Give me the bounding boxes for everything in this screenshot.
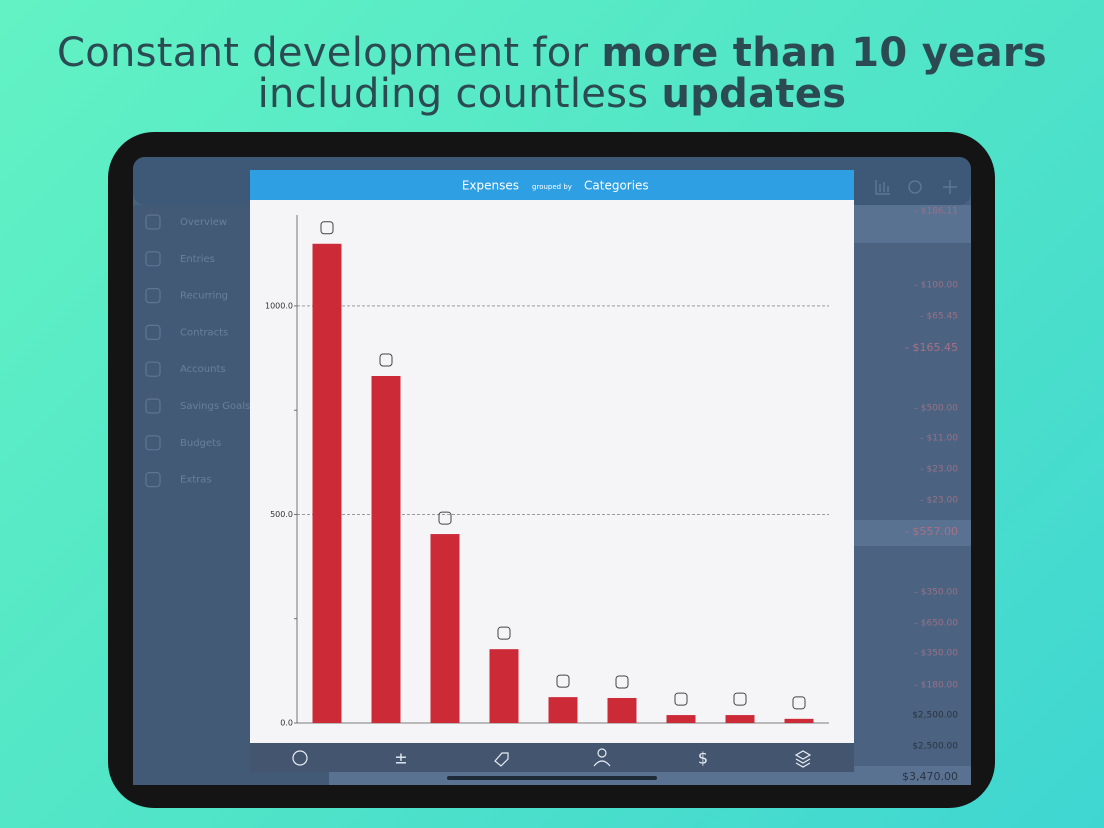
toolbar-icon[interactable] (593, 760, 611, 767)
category-icon (792, 696, 806, 710)
amount: - $350.00 (915, 649, 959, 659)
sidebar-icon (145, 214, 161, 230)
sidebar-icon (145, 361, 161, 377)
category-icon (733, 692, 747, 706)
toolbar-icons (292, 748, 812, 768)
amount: - $650.00 (915, 619, 959, 629)
toolbar-icon[interactable] (597, 748, 607, 758)
amount: - $500.00 (915, 404, 959, 414)
sidebar-item[interactable]: Extras (180, 475, 212, 486)
bar (725, 715, 755, 723)
amount: - $350.00 (915, 588, 959, 598)
amount: $2,500.00 (912, 742, 958, 752)
modal-title: Expenses (462, 179, 519, 193)
sidebar-item[interactable]: Savings Goals (180, 401, 250, 412)
headline-text: including countless (257, 71, 649, 117)
modal-header (250, 170, 854, 200)
amount: - $165.45 (905, 341, 958, 354)
toolbar-icon[interactable] (494, 752, 509, 767)
sidebar-icon (145, 324, 161, 340)
category-icon (674, 692, 688, 706)
amount: $2,500.00 (912, 711, 958, 721)
headline-bold: more than 10 years (601, 30, 1047, 76)
category-icon (497, 626, 511, 640)
sidebar-icon (145, 435, 161, 451)
modal-title: Categories (584, 179, 649, 193)
y-tick-label: 500.0 (270, 510, 293, 519)
category-icon (615, 675, 629, 689)
headline-line: Constant development for more than 10 ye… (0, 32, 1104, 74)
bar (548, 697, 578, 723)
sidebar-icon (145, 472, 161, 488)
headline-text: Constant development for (57, 30, 589, 76)
modal (250, 170, 854, 772)
top-icons (875, 180, 957, 195)
sidebar-item[interactable]: Recurring (180, 291, 228, 302)
bar (430, 534, 460, 723)
toolbar-button[interactable]: $ (698, 749, 708, 768)
bar (312, 243, 342, 723)
sidebar-item[interactable]: Accounts (180, 364, 226, 375)
amount: - $23.00 (920, 465, 958, 475)
category-icon (379, 353, 393, 367)
toolbar-button[interactable]: ± (394, 749, 407, 768)
amount: - $11.00 (920, 434, 958, 444)
bar (489, 649, 519, 723)
bar (666, 715, 696, 723)
headline-line: including countless updates (0, 73, 1104, 115)
amount: - $186.11 (915, 207, 958, 217)
bar (607, 697, 637, 723)
sidebar-icons (145, 214, 161, 488)
amount: - $180.00 (915, 681, 959, 691)
amount: - $23.00 (920, 496, 958, 506)
y-tick-label: 0.0 (280, 719, 293, 728)
toolbar (250, 743, 854, 772)
sidebar-icon (145, 288, 161, 304)
amount: - $65.45 (920, 312, 958, 322)
sidebar-item[interactable]: Entries (180, 254, 215, 265)
home-indicator (447, 776, 657, 780)
amount: $3,470.00 (902, 770, 958, 783)
sidebar-icon (145, 251, 161, 267)
modal-subtitle: grouped by (532, 183, 572, 191)
toolbar-icon[interactable] (794, 750, 812, 768)
toolbar-icon[interactable] (292, 750, 308, 766)
amount: - $100.00 (915, 281, 959, 291)
chart: 0.0 500.0 1000.0 (265, 215, 829, 728)
headline-bold: updates (661, 71, 847, 117)
y-tick-label: 1000.0 (265, 301, 293, 310)
amount: - $557.00 (905, 525, 958, 538)
category-icon (438, 511, 452, 525)
sidebar-item[interactable]: Overview (180, 217, 227, 228)
sidebar-item[interactable]: Contracts (180, 327, 228, 338)
sidebar-item[interactable]: Budgets (180, 438, 221, 449)
category-icon (556, 674, 570, 688)
bar (784, 718, 814, 723)
category-icon (320, 221, 334, 235)
bar (371, 375, 401, 723)
sidebar-icon (145, 398, 161, 414)
